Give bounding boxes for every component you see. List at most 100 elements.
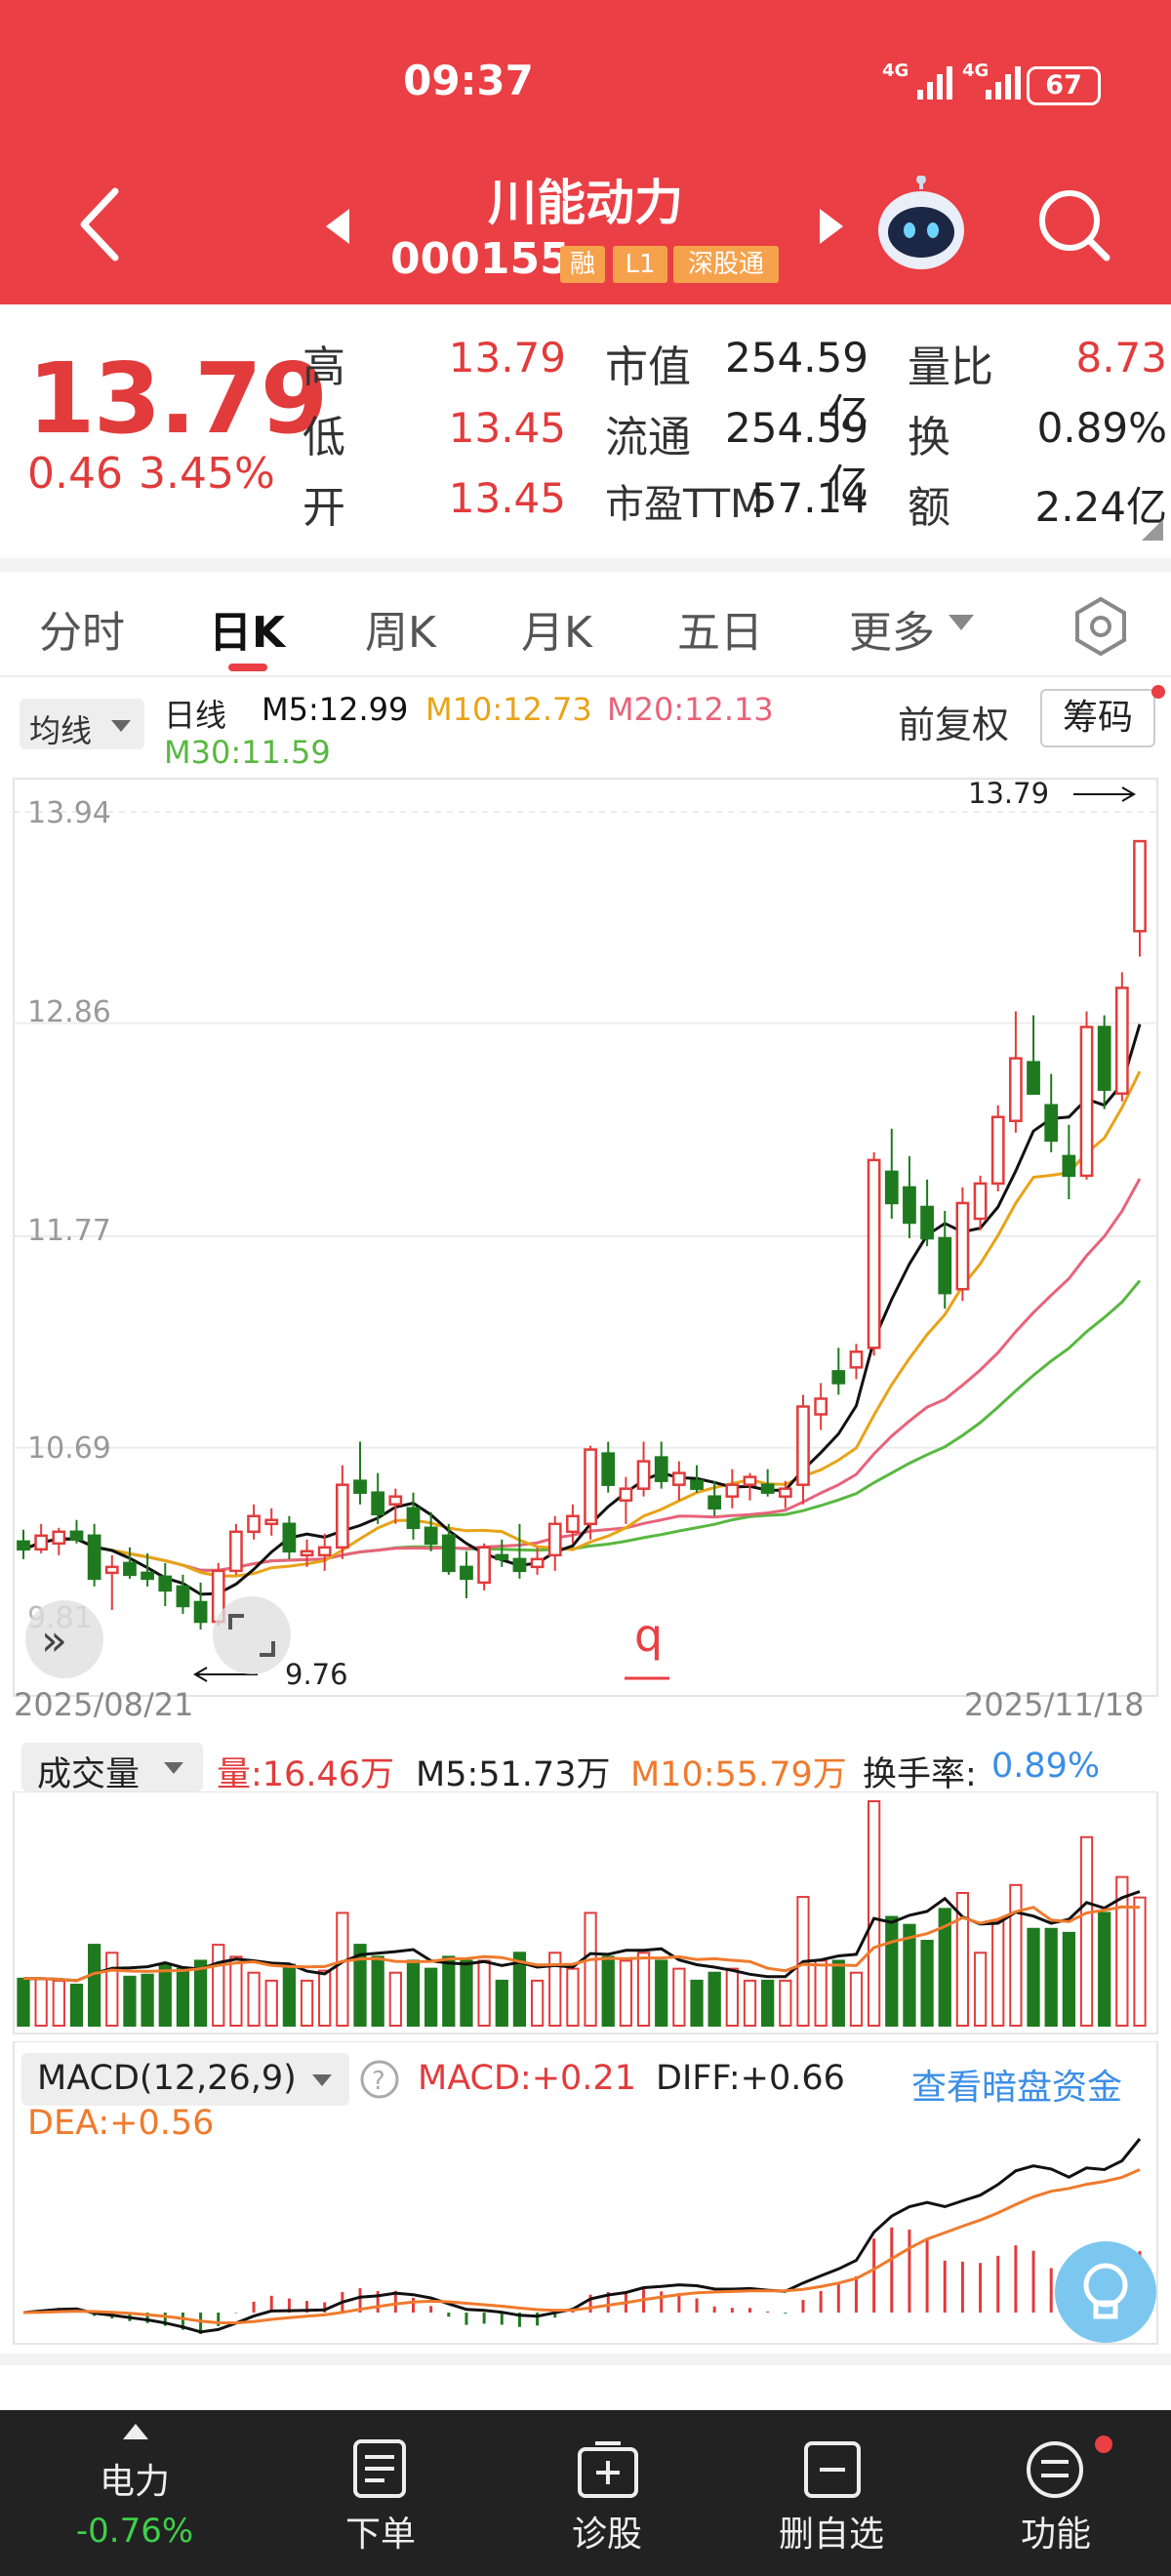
tab-monthly-k[interactable]: 月K: [521, 608, 592, 658]
fullscreen-button[interactable]: [213, 1596, 291, 1674]
stock-name: 川能动力: [488, 175, 683, 231]
tab-five-day[interactable]: 五日: [677, 608, 763, 658]
tab-intraday[interactable]: 分时: [39, 608, 125, 658]
fullscreen-icon-corner: [260, 1641, 275, 1657]
pe-label: 市盈TTM: [605, 482, 764, 527]
tab-weekly-k[interactable]: 周K: [365, 608, 436, 658]
tab-more[interactable]: 更多: [849, 608, 935, 658]
volume-bar: [636, 1952, 651, 2027]
amount-value: 2.24亿: [1034, 483, 1167, 531]
candle-body: [938, 1236, 952, 1295]
ma5-line: [22, 1024, 1142, 1596]
candle-body: [796, 1405, 810, 1486]
prev-stock-icon[interactable]: [324, 207, 353, 246]
candle-body: [371, 1491, 385, 1515]
amount-label: 额: [908, 483, 950, 533]
volume-bar: [938, 1908, 951, 2027]
macd-select[interactable]: [21, 2053, 349, 2106]
double-chevron-icon: »: [41, 1616, 67, 1666]
candle-body: [282, 1522, 297, 1553]
volume-bar: [69, 1983, 84, 2027]
order-button[interactable]: 下单: [344, 2515, 416, 2555]
y-tick-1: 13.94: [27, 796, 111, 830]
volume-bar: [1027, 1927, 1040, 2028]
float-value: 254.59亿: [725, 404, 868, 508]
candle-body: [884, 1170, 899, 1205]
candle-body: [743, 1475, 757, 1486]
volume-bar: [1098, 1912, 1111, 2027]
candle-body: [193, 1600, 208, 1624]
remove-watchlist-button[interactable]: 删自选: [778, 2515, 884, 2555]
volume-value: 量:16.46万: [217, 1755, 394, 1794]
robot-assistant-icon[interactable]: [874, 176, 968, 273]
search-icon[interactable]: [1034, 185, 1112, 263]
candle-body: [584, 1448, 597, 1526]
stock-code: 000155: [390, 234, 570, 284]
battery-indicator: 67: [1027, 66, 1101, 105]
candle-body: [654, 1456, 668, 1482]
volume-bar: [725, 1967, 739, 2027]
volume-bar: [388, 1971, 402, 2028]
date-start: 2025/08/21: [14, 1686, 193, 1717]
settings-hex-icon[interactable]: [1070, 595, 1132, 658]
volume-bar: [176, 1967, 190, 2027]
ma10-line: [22, 1070, 1142, 1578]
diff-value: DIFF:+0.66: [656, 2059, 845, 2098]
chips-button[interactable]: 筹码: [1040, 689, 1155, 747]
ma5-value: M5:12.99: [262, 691, 409, 728]
volume-bar: [530, 1979, 545, 2028]
volume-bar: [690, 1979, 704, 2028]
volume-bar: [123, 1975, 137, 2027]
adjust-mode[interactable]: 前复权: [898, 704, 1010, 746]
candle-body: [300, 1550, 314, 1557]
candle-body: [903, 1186, 916, 1225]
candle-body: [1027, 1061, 1040, 1095]
macd-value: MACD:+0.21: [418, 2059, 636, 2098]
expand-left-button[interactable]: [25, 1600, 103, 1678]
kline-chart[interactable]: 13.94 12.86 11.77 10.69 9.81 13.79 9.76 …: [0, 771, 1171, 1717]
signal-bars-icon: [917, 66, 952, 100]
dark-pool-link[interactable]: 查看暗盘资金: [911, 2068, 1123, 2108]
dea-value: DEA:+0.56: [27, 2104, 215, 2143]
sector-name[interactable]: 电力: [99, 2462, 170, 2502]
candle-body: [317, 1546, 332, 1557]
open-value: 13.45: [448, 474, 566, 522]
candle-body: [778, 1487, 792, 1498]
candle-body: [707, 1495, 722, 1509]
candle-body: [636, 1460, 651, 1490]
candle-body: [264, 1518, 279, 1526]
signal-bars-icon: [986, 66, 1021, 100]
notification-dot: [1095, 2435, 1112, 2453]
caret-down-icon: [111, 720, 131, 732]
tab-daily-k[interactable]: 日K: [209, 608, 286, 658]
volume-frame: [13, 1791, 1158, 2034]
candle-body: [831, 1370, 846, 1385]
low-marker-label: 9.76: [285, 1658, 348, 1691]
volume-bar: [672, 1967, 686, 2027]
volume-bar: [442, 1955, 456, 2027]
back-arrow-icon[interactable]: [74, 185, 123, 263]
volume-bar: [406, 1959, 421, 2028]
tips-bulb-button[interactable]: [1054, 2240, 1157, 2344]
svg-text:?: ?: [372, 2067, 385, 2096]
next-stock-icon[interactable]: [816, 207, 845, 246]
tag-l1: L1: [613, 246, 667, 283]
candle-body: [690, 1479, 704, 1490]
volume-bar: [655, 1959, 668, 2028]
candle-body: [247, 1514, 261, 1534]
status-time: 09:37: [403, 57, 534, 104]
signal-label-1: 4G: [882, 60, 909, 81]
expand-corner-icon[interactable]: [1142, 519, 1163, 541]
volume-bar: [779, 1979, 792, 2028]
function-button[interactable]: 功能: [1020, 2515, 1091, 2555]
volume-bar: [743, 1979, 757, 2028]
next-section-peek: [0, 2365, 1171, 2410]
volume-bar: [105, 1952, 119, 2027]
help-icon[interactable]: ?: [359, 2059, 400, 2100]
signal-label-2: 4G: [962, 60, 989, 81]
diagnose-button[interactable]: 诊股: [571, 2515, 642, 2555]
candle-body: [547, 1522, 562, 1557]
caret-down-icon: [949, 615, 974, 630]
tag-margin: 融: [560, 246, 605, 283]
caret-up-icon: [123, 2424, 148, 2439]
